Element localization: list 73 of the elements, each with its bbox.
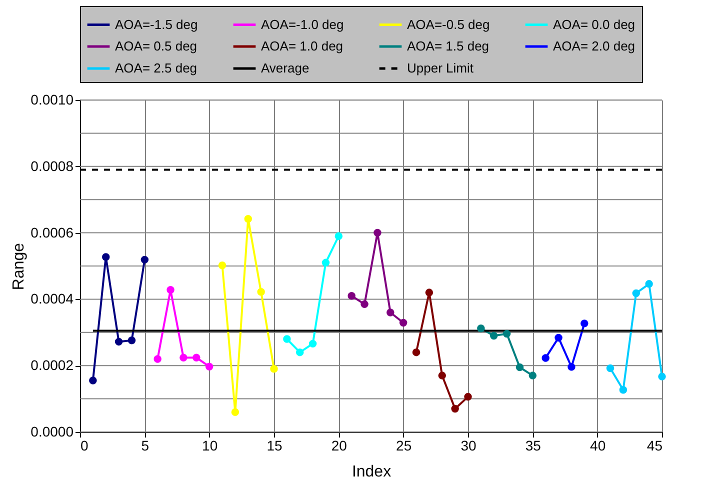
point	[322, 258, 330, 267]
point	[374, 228, 382, 237]
legend-label: AOA=-1.0 deg	[261, 16, 344, 32]
legend-label: AOA= 0.5 deg	[115, 38, 198, 54]
point	[438, 372, 446, 380]
x-tick-label: 20	[331, 438, 348, 454]
point	[218, 261, 226, 270]
y-tick-label: 0.0010	[30, 92, 74, 108]
point	[464, 392, 472, 401]
point	[386, 308, 394, 316]
point	[114, 338, 123, 346]
point	[244, 214, 252, 223]
point	[451, 404, 459, 413]
point	[154, 355, 162, 363]
point	[89, 376, 97, 384]
point	[180, 354, 188, 362]
point	[580, 320, 588, 328]
point	[516, 363, 524, 372]
x-tick-label: 0	[80, 438, 88, 454]
x-tick-label: 35	[525, 438, 542, 454]
x-tick-label: 15	[266, 438, 282, 454]
point	[231, 408, 240, 416]
x-axis-title: Index	[352, 464, 392, 480]
point	[490, 332, 498, 340]
point	[632, 289, 640, 298]
x-tick-label: 10	[202, 438, 218, 454]
point	[502, 330, 511, 338]
point	[270, 365, 278, 373]
point	[412, 348, 420, 356]
legend-label: Average	[261, 60, 310, 76]
point	[425, 288, 434, 296]
point	[542, 354, 550, 362]
point	[102, 253, 110, 261]
point	[477, 324, 485, 332]
y-axis-title: Range	[10, 242, 28, 290]
point	[554, 334, 562, 342]
x-tick-label: 40	[590, 438, 606, 454]
point	[606, 364, 614, 372]
x-tick-label: 30	[460, 438, 476, 454]
x-tick-label: 5	[141, 438, 150, 454]
legend-label: AOA=-1.5 deg	[115, 16, 198, 32]
point	[128, 336, 136, 344]
point	[166, 286, 174, 294]
point	[140, 256, 149, 264]
point	[257, 288, 265, 296]
point	[192, 354, 200, 362]
point	[205, 362, 214, 370]
point	[360, 300, 368, 308]
legend-label: AOA= 2.5 deg	[115, 60, 198, 76]
point	[399, 318, 408, 327]
legend-label: AOA= 1.0 deg	[261, 38, 344, 54]
point	[568, 363, 576, 371]
point	[283, 335, 291, 343]
point	[658, 372, 666, 380]
point	[645, 280, 653, 288]
point	[348, 292, 356, 300]
y-tick-label: 0.0002	[30, 357, 74, 374]
point	[619, 386, 628, 394]
point	[296, 348, 304, 356]
y-tick-label: 0.0006	[30, 224, 74, 240]
y-tick-label: 0.0008	[30, 158, 74, 174]
legend-label: AOA=-0.5 deg	[407, 16, 490, 32]
y-tick-label: 0.0004	[30, 290, 74, 307]
legend-label: AOA= 2.0 deg	[553, 38, 636, 54]
point	[308, 340, 317, 348]
x-tick-label: 45	[646, 438, 663, 454]
legend-label: AOA= 1.5 deg	[407, 38, 490, 54]
legend-label: AOA= 0.0 deg	[553, 16, 636, 32]
point	[528, 372, 537, 380]
legend-label: Upper Limit	[407, 60, 474, 76]
y-tick-label: 0.0000	[30, 424, 74, 440]
point	[334, 232, 343, 240]
x-tick-label: 25	[396, 438, 412, 454]
